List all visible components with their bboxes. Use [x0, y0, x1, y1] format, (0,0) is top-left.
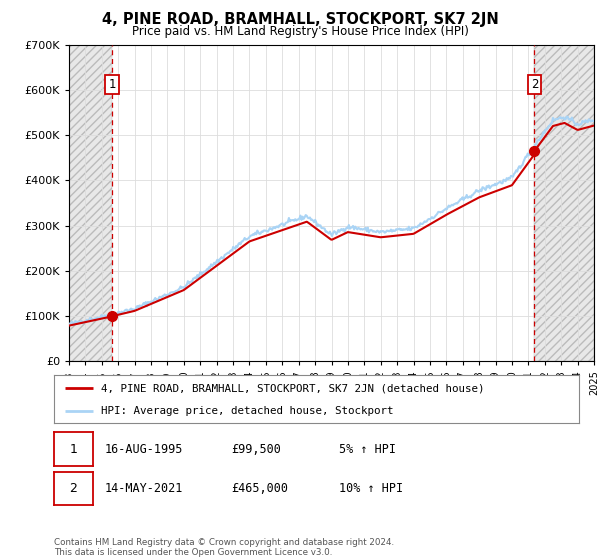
- Bar: [535, 45, 594, 361]
- Text: 1: 1: [70, 442, 77, 456]
- Text: HPI: Average price, detached house, Stockport: HPI: Average price, detached house, Stoc…: [101, 406, 394, 416]
- Text: £465,000: £465,000: [231, 482, 288, 495]
- Text: 1: 1: [109, 78, 116, 91]
- Text: 16-AUG-1995: 16-AUG-1995: [105, 442, 184, 456]
- Text: 10% ↑ HPI: 10% ↑ HPI: [339, 482, 403, 495]
- Text: £99,500: £99,500: [231, 442, 281, 456]
- Text: 14-MAY-2021: 14-MAY-2021: [105, 482, 184, 495]
- Text: 4, PINE ROAD, BRAMHALL, STOCKPORT, SK7 2JN: 4, PINE ROAD, BRAMHALL, STOCKPORT, SK7 2…: [101, 12, 499, 27]
- Text: 5% ↑ HPI: 5% ↑ HPI: [339, 442, 396, 456]
- Text: 2: 2: [530, 78, 538, 91]
- Text: 2: 2: [70, 482, 77, 495]
- Text: Contains HM Land Registry data © Crown copyright and database right 2024.
This d: Contains HM Land Registry data © Crown c…: [54, 538, 394, 557]
- Text: Price paid vs. HM Land Registry's House Price Index (HPI): Price paid vs. HM Land Registry's House …: [131, 25, 469, 38]
- Text: 4, PINE ROAD, BRAMHALL, STOCKPORT, SK7 2JN (detached house): 4, PINE ROAD, BRAMHALL, STOCKPORT, SK7 2…: [101, 383, 485, 393]
- Bar: [69, 45, 112, 361]
